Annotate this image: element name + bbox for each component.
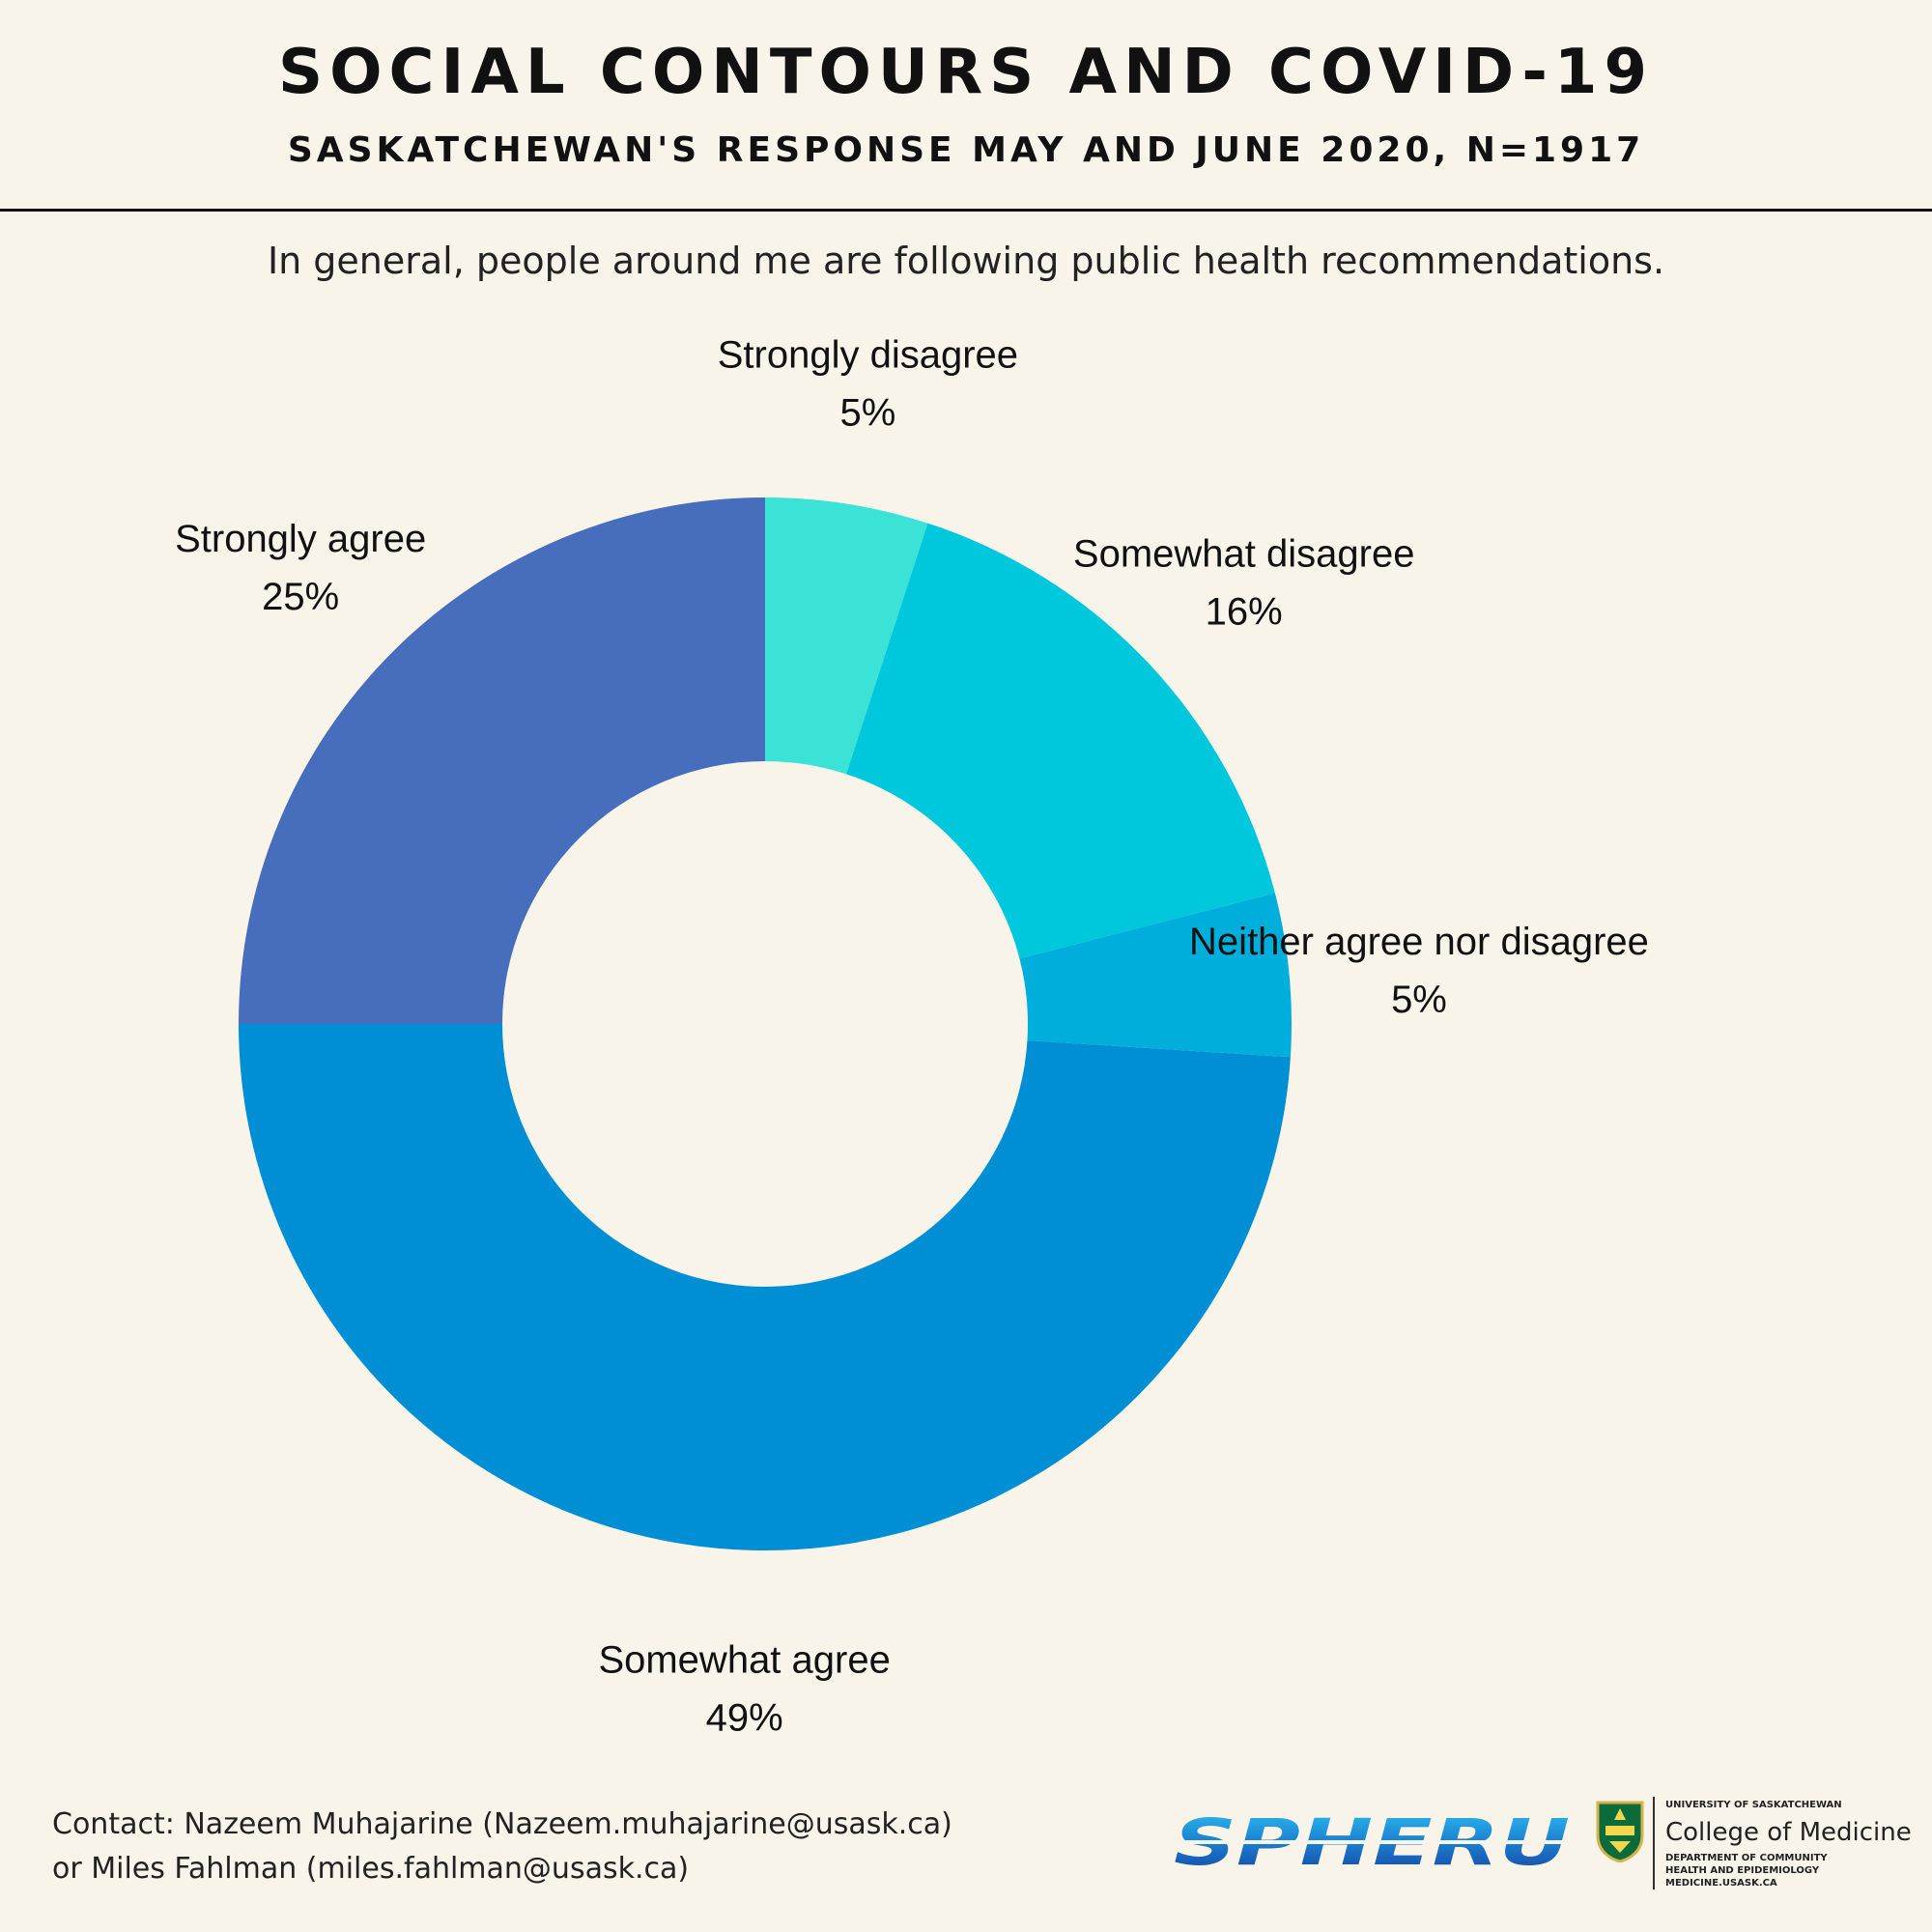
slice-strongly-agree <box>239 497 765 1024</box>
usask-department-line-1: DEPARTMENT OF COMMUNITY <box>1665 1853 1828 1863</box>
slice-label-somewhat-disagree: Somewhat disagree <box>1073 533 1415 576</box>
contact-line-2: or Miles Fahlman (miles.fahlman@usask.ca… <box>52 1852 690 1886</box>
chart-title: In general, people around me are followi… <box>267 240 1665 282</box>
slice-neither-agree-nor-disagree <box>1019 893 1292 1058</box>
slice-label-strongly-agree: Strongly agree <box>175 518 426 560</box>
slice-labels: Strongly disagree 5% Somewhat disagree 16% N… <box>175 333 1649 1739</box>
slice-label-somewhat-agree: Somewhat agree <box>598 1639 890 1682</box>
usask-crest-icon <box>1596 1801 1644 1862</box>
logo-divider <box>1653 1797 1655 1889</box>
header-divider <box>0 209 1932 212</box>
slice-value-somewhat-disagree: 16% <box>1206 591 1283 634</box>
slice-strongly-disagree <box>765 497 928 775</box>
contact-info: Contact: Nazeem Muhajarine (Nazeem.muhaj… <box>52 1803 952 1891</box>
usask-url: MEDICINE.USASK.CA <box>1665 1878 1777 1889</box>
slice-value-strongly-disagree: 5% <box>839 391 895 434</box>
page-title: SOCIAL CONTOURS AND COVID-19 <box>278 37 1654 108</box>
donut-slices <box>239 497 1292 1550</box>
slice-somewhat-disagree <box>846 523 1275 959</box>
spheru-logo: SPHERU <box>1169 1810 1575 1874</box>
contact-line-1: Contact: Nazeem Muhajarine (Nazeem.muhaj… <box>52 1807 952 1841</box>
slice-value-somewhat-agree: 49% <box>706 1697 783 1740</box>
slice-value-strongly-agree: 25% <box>262 576 339 618</box>
slice-value-neither-agree-nor-disagree: 5% <box>1391 979 1447 1021</box>
usask-college-name: College of Medicine <box>1665 1818 1912 1847</box>
usask-university-name: UNIVERSITY OF SASKATCHEWAN <box>1665 1800 1842 1810</box>
page-subtitle: SASKATCHEWAN'S RESPONSE MAY AND JUNE 202… <box>287 130 1645 170</box>
usask-department-line-2: HEALTH AND EPIDEMIOLOGY <box>1665 1865 1820 1876</box>
slice-somewhat-agree <box>239 1024 1291 1550</box>
slice-label-neither-agree-nor-disagree: Neither agree nor disagree <box>1189 921 1649 963</box>
slice-label-strongly-disagree: Strongly disagree <box>718 333 1018 376</box>
usask-college-logo: UNIVERSITY OF SASKATCHEWAN College of Me… <box>1665 1799 1912 1889</box>
